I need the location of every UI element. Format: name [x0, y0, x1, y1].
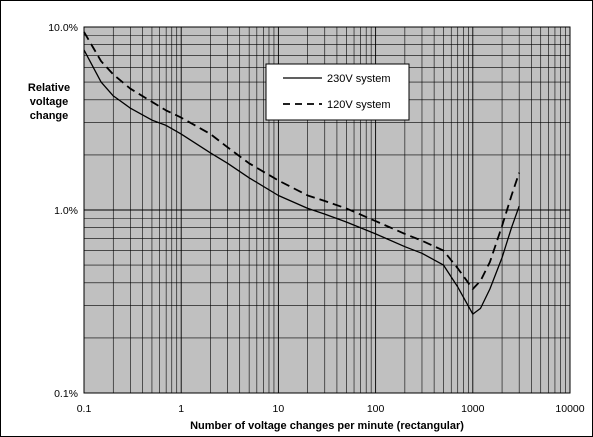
x-tick-label: 0.1 [77, 403, 92, 415]
legend-label-230v: 230V system [327, 73, 391, 85]
x-tick-label: 100 [367, 403, 385, 415]
series-line-120v [83, 31, 521, 290]
y-tick-label: 1.0% [54, 205, 78, 217]
legend: 230V system 120V system [265, 63, 410, 121]
x-tick-label: 10 [273, 403, 285, 415]
series-layer [83, 31, 521, 315]
y-tick-label: 10.0% [48, 22, 78, 34]
y-axis-label-line-3: change [29, 110, 69, 122]
x-tick-label: 1000 [461, 403, 485, 415]
x-axis-label: Number of voltage changes per minute (re… [190, 420, 464, 432]
x-tick-labels: 0.1 1 10 100 1000 10000 [77, 403, 585, 415]
x-tick-label: 1 [178, 403, 184, 415]
legend-label-120v: 120V system [327, 99, 391, 111]
y-axis-label-line-1: Relative [27, 82, 71, 94]
legend-box [265, 63, 410, 121]
series-line-230v [83, 49, 520, 315]
y-tick-labels: 10.0% 1.0% 0.1% [48, 22, 78, 400]
y-tick-label: 0.1% [54, 388, 78, 400]
y-axis-label-line-2: voltage [29, 96, 69, 108]
plot-border [83, 26, 571, 394]
x-tick-label: 10000 [555, 403, 584, 415]
